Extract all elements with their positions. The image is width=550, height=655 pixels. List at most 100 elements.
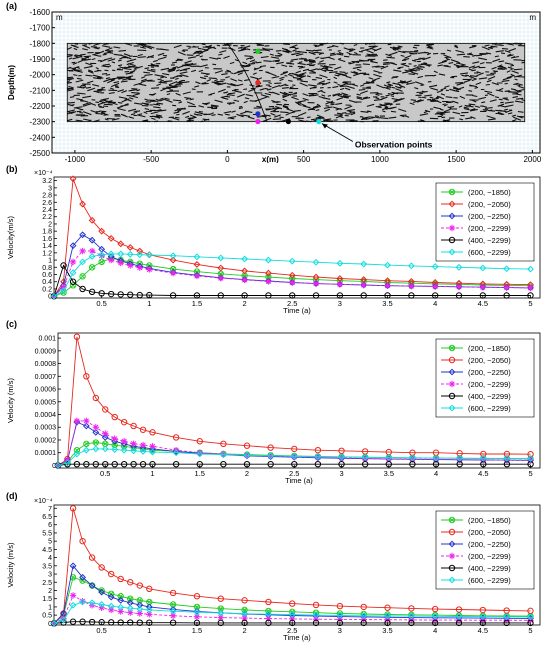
data-point [480, 456, 487, 464]
data-point [111, 460, 118, 468]
data-point [503, 455, 511, 462]
data-point [338, 453, 345, 461]
data-point [312, 611, 320, 619]
data-point [385, 455, 392, 463]
data-point [217, 605, 224, 612]
y-tick-label: 0 [48, 621, 52, 628]
x-axis-label: x(m) [262, 155, 279, 163]
marker-ring [88, 264, 96, 271]
data-point [172, 449, 180, 457]
y-tick-label: -1800 [30, 39, 51, 48]
data-point [92, 424, 100, 431]
legend-box [435, 510, 535, 590]
marker-cross [449, 517, 455, 523]
y-tick-label: 1.6 [42, 236, 52, 243]
x-tick-label: 3 [338, 626, 342, 635]
series-line [53, 178, 531, 297]
panel-label-a: (a) [6, 1, 17, 11]
data-point [146, 585, 153, 593]
data-point [265, 619, 272, 627]
data-point [312, 616, 320, 623]
data-point [527, 284, 534, 292]
y-tick-label: 3.2 [42, 178, 52, 185]
data-point [120, 438, 128, 445]
legend: (200, −1850) (200, −2050) (200, −2250) (200… [435, 182, 535, 262]
data-point [83, 417, 90, 425]
data-point [243, 460, 251, 468]
data-point [98, 252, 105, 259]
x-tick-label: 4 [433, 299, 437, 308]
data-point [291, 460, 298, 468]
data-point [479, 264, 487, 272]
legend-marker [448, 368, 456, 376]
y-tick-label: 0.0003 [35, 425, 57, 432]
data-point [120, 460, 128, 468]
data-point [527, 456, 534, 464]
data-point [130, 422, 137, 430]
x-tick-label: 2.5 [287, 299, 297, 308]
data-point [361, 455, 369, 462]
x-tick-label: 0.5 [100, 469, 110, 478]
marker-ring [83, 440, 90, 448]
data-point [431, 612, 439, 620]
data-point [149, 448, 156, 456]
data-point [217, 274, 224, 282]
data-point [60, 616, 67, 624]
data-point [69, 175, 77, 183]
data-point [409, 455, 416, 463]
data-point [69, 592, 77, 599]
legend-entry: (200, −2299) [468, 380, 511, 389]
x-tick-label: 0.5 [96, 299, 106, 308]
y-tick-label: 0.001 [38, 336, 56, 343]
y-tick-label: 0.0005 [35, 399, 57, 406]
data-point [267, 444, 274, 451]
data-point [336, 259, 344, 267]
data-point [136, 291, 143, 299]
x-tick-label: 2 [243, 299, 247, 308]
data-point [408, 282, 415, 290]
data-point [127, 291, 134, 298]
legend-marker [448, 224, 456, 232]
marker-ring [111, 441, 118, 449]
marker-ring [79, 273, 86, 280]
y-tick-label: 1.5 [42, 596, 52, 603]
marker-cross [93, 440, 99, 445]
data-point [220, 460, 227, 468]
data-point [503, 613, 511, 621]
marker-cross [99, 259, 104, 265]
data-point [527, 613, 534, 621]
data-point [111, 446, 119, 453]
data-point [102, 430, 109, 437]
data-point [479, 283, 487, 291]
observation-point-2 [255, 79, 261, 86]
y-tick-label: 2.5 [42, 580, 52, 587]
legend-entry: (200, −1850) [468, 188, 511, 197]
observation-point-3 [255, 111, 261, 117]
data-point [336, 602, 344, 610]
data-point [241, 619, 248, 627]
marker-cross [449, 345, 455, 351]
data-point [98, 588, 106, 596]
data-point [361, 460, 369, 468]
data-point [456, 456, 463, 463]
x-tick-label: 0.5 [96, 626, 106, 635]
data-point [92, 439, 100, 446]
data-point [314, 453, 322, 461]
data-point [120, 418, 128, 426]
data-point [360, 603, 367, 611]
data-point [149, 443, 156, 450]
data-point [117, 250, 125, 258]
x-tick-label: 3 [339, 469, 343, 478]
data-point [196, 438, 203, 445]
legend-marker [448, 212, 456, 220]
data-point [136, 601, 144, 609]
data-point [479, 619, 487, 627]
data-point [98, 227, 106, 235]
legend-marker [448, 344, 456, 352]
data-point [193, 608, 201, 616]
series-2 [50, 505, 534, 627]
data-point [79, 597, 86, 605]
data-point [360, 260, 368, 268]
legend-marker [448, 576, 456, 584]
data-point [98, 258, 105, 266]
